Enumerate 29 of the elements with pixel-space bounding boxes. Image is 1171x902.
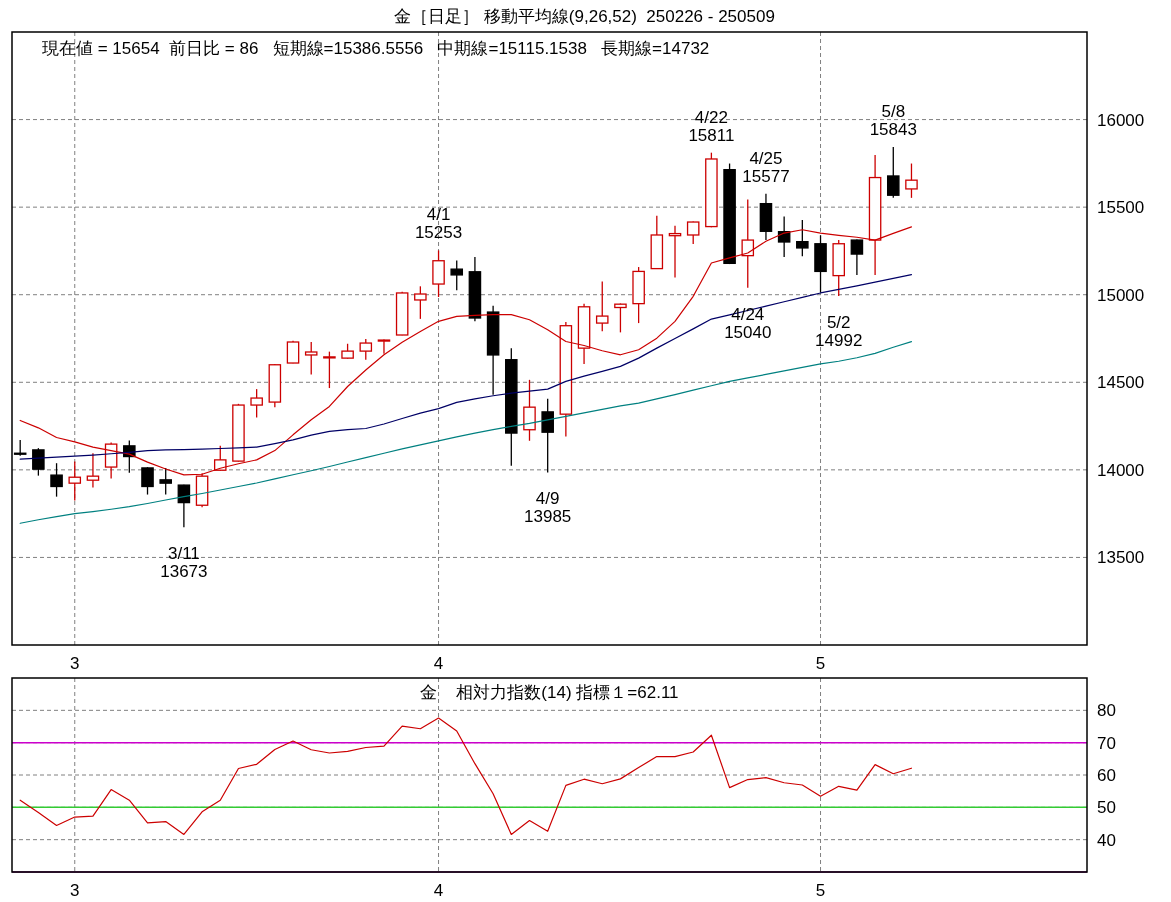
x-tick-label: 4 <box>433 654 444 673</box>
y-tick-label: 15500 <box>1097 198 1145 218</box>
y-tick-label: 14500 <box>1097 373 1145 393</box>
y-tick-label: 50 <box>1097 798 1116 818</box>
y-tick-label: 70 <box>1097 733 1116 753</box>
annotation: 4/24 15040 <box>724 304 772 342</box>
x-tick-label: 5 <box>815 881 826 900</box>
annotation: 3/11 13673 <box>160 544 208 582</box>
annotation: 5/8 15843 <box>869 102 917 140</box>
annotation: 4/25 15577 <box>742 148 790 186</box>
line-series <box>19 226 913 476</box>
y-tick-label: 14000 <box>1097 460 1145 480</box>
chart-title: 金 相対力指数(14) 指標１=62.11 <box>420 683 679 702</box>
annotation: 5/2 14992 <box>815 313 863 351</box>
y-tick-label: 40 <box>1097 830 1116 850</box>
y-tick-label: 16000 <box>1097 110 1145 130</box>
y-tick-label: 60 <box>1097 766 1116 785</box>
chart-title: 金［日足］ 移動平均線(9,26,52) 250226 - 250509 <box>394 7 775 26</box>
x-tick-label: 3 <box>70 654 80 673</box>
x-tick-label: 5 <box>815 654 826 673</box>
y-tick-label: 80 <box>1097 701 1116 721</box>
y-tick-label: 13500 <box>1097 548 1145 568</box>
chart-subtitle: 現在値 = 15654 前日比 = 86 短期線=15386.5556 中期線=15115.1538 長期線=14732 <box>42 39 710 58</box>
x-tick-label: 4 <box>433 881 444 900</box>
y-tick-label: 15000 <box>1097 285 1145 305</box>
x-tick-label: 3 <box>70 881 80 900</box>
annotation: 4/22 15811 <box>688 107 735 145</box>
annotation: 4/1 15253 <box>414 205 463 243</box>
annotation: 4/9 13985 <box>524 489 572 527</box>
